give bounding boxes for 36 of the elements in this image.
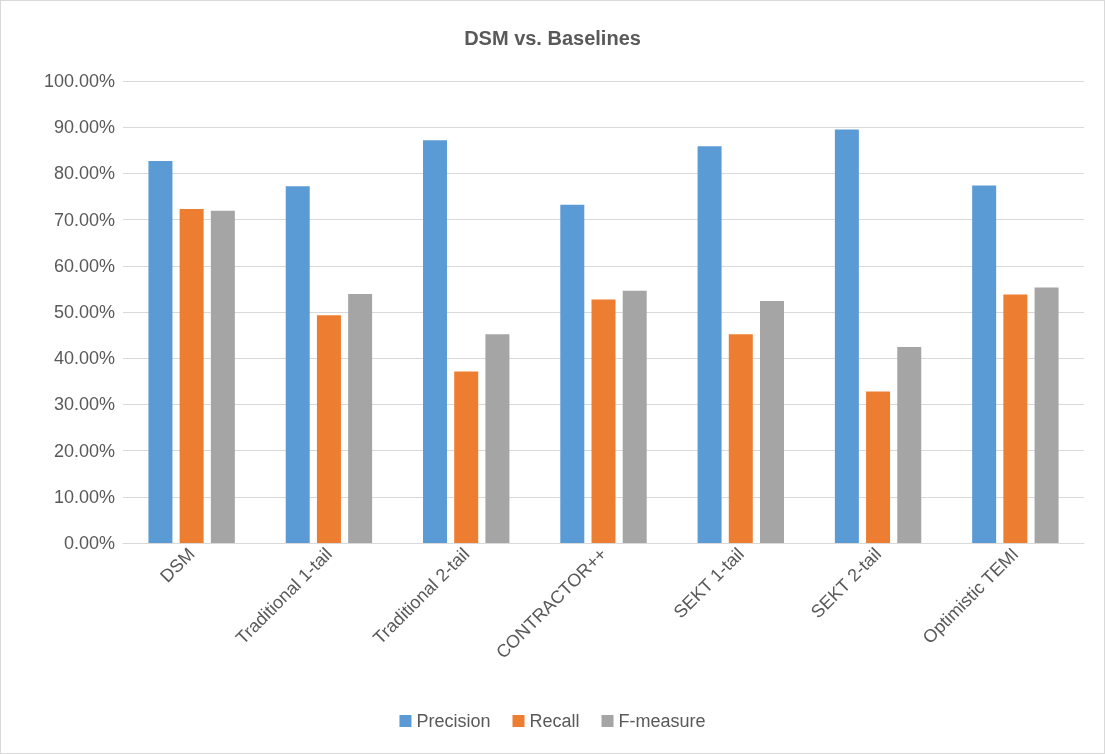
bar: [285, 186, 310, 543]
bar: [210, 210, 235, 543]
bar: [728, 334, 753, 543]
bar: [1003, 294, 1028, 543]
y-tick-label: 80.00%: [53, 163, 115, 184]
bar: [485, 334, 510, 543]
bar: [179, 208, 204, 543]
bar: [622, 290, 647, 543]
bar: [348, 293, 373, 543]
bar: [454, 371, 479, 543]
bar: [591, 299, 616, 543]
legend-label: Recall: [529, 711, 580, 731]
y-tick-label: 70.00%: [53, 209, 115, 230]
bar: [1034, 287, 1059, 543]
legend-label: Precision: [416, 711, 491, 731]
bar: [423, 140, 448, 543]
y-tick-label: 20.00%: [53, 440, 115, 461]
chart-title: DSM vs. Baselines: [464, 27, 641, 49]
legend-label: F-measure: [618, 711, 706, 731]
y-tick-label: 10.00%: [53, 486, 115, 507]
bar: [316, 315, 341, 543]
bar: [972, 185, 997, 543]
y-tick-label: 30.00%: [53, 394, 115, 415]
y-tick-label: 90.00%: [53, 117, 115, 138]
y-tick-label: 60.00%: [53, 255, 115, 276]
bar: [697, 146, 722, 543]
y-tick-label: 50.00%: [53, 302, 115, 322]
y-tick-label: 100.00%: [43, 71, 115, 91]
bar: [834, 129, 859, 543]
y-tick-label: 40.00%: [53, 348, 115, 369]
y-tick-label: 0.00%: [63, 533, 115, 553]
bar: [897, 347, 922, 543]
bar: [866, 391, 891, 543]
bar: [759, 300, 784, 543]
bar: [148, 160, 173, 543]
bar: [560, 204, 585, 543]
